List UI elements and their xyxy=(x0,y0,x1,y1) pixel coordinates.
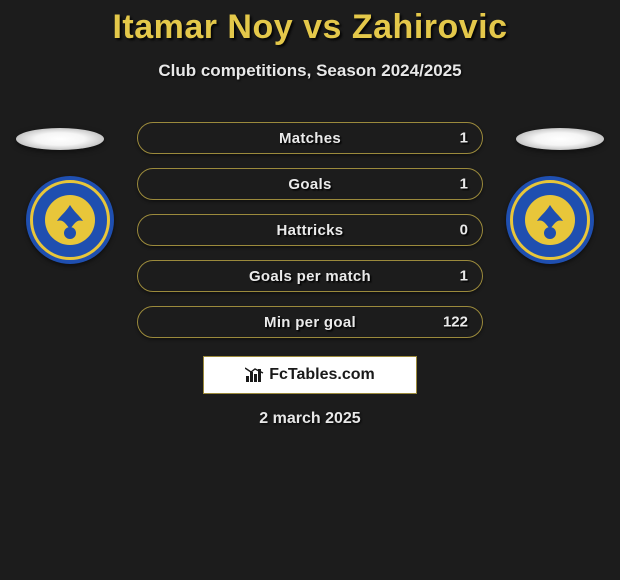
page-title: Itamar Noy vs Zahirovic xyxy=(0,0,620,47)
stat-value-right: 0 xyxy=(460,222,468,239)
stat-value-right: 1 xyxy=(460,176,468,193)
stat-label: Matches xyxy=(279,130,341,147)
fctables-link[interactable]: FcTables.com xyxy=(203,356,417,394)
badge-outer xyxy=(506,176,594,264)
player-left-placeholder xyxy=(16,128,104,150)
date-line: 2 march 2025 xyxy=(0,410,620,428)
player-right-placeholder xyxy=(516,128,604,150)
bar-chart-icon xyxy=(245,366,265,384)
subtitle: Club competitions, Season 2024/2025 xyxy=(0,61,620,81)
stat-row: Goals 1 xyxy=(137,168,483,200)
club-logo-right xyxy=(506,176,594,264)
comparison-card: Itamar Noy vs Zahirovic Club competition… xyxy=(0,0,620,580)
badge-figure-icon xyxy=(525,195,575,245)
stat-label: Min per goal xyxy=(264,314,356,331)
badge-inner xyxy=(525,195,575,245)
stat-value-right: 1 xyxy=(460,268,468,285)
stat-value-right: 1 xyxy=(460,130,468,147)
stat-label: Hattricks xyxy=(277,222,344,239)
badge-outer xyxy=(26,176,114,264)
badge-inner xyxy=(45,195,95,245)
badge-figure-icon xyxy=(45,195,95,245)
stat-label: Goals xyxy=(288,176,331,193)
stats-block: Matches 1 Goals 1 Hattricks 0 Goals per … xyxy=(137,122,483,352)
stat-row: Hattricks 0 xyxy=(137,214,483,246)
stat-row: Min per goal 122 xyxy=(137,306,483,338)
stat-row: Matches 1 xyxy=(137,122,483,154)
stat-row: Goals per match 1 xyxy=(137,260,483,292)
stat-label: Goals per match xyxy=(249,268,371,285)
club-logo-left xyxy=(26,176,114,264)
stat-value-right: 122 xyxy=(443,314,468,331)
fctables-label: FcTables.com xyxy=(269,366,375,384)
